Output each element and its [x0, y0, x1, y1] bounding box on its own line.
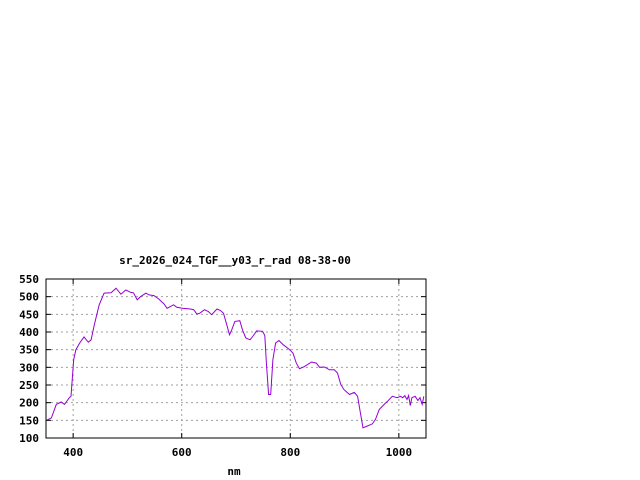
y-tick-label: 300 — [19, 361, 39, 374]
y-tick-label: 550 — [19, 273, 39, 286]
x-tick-label: 1000 — [386, 446, 413, 459]
x-axis-label: nm — [227, 465, 241, 478]
plot-border — [45, 278, 427, 439]
y-axis: 100 150 200 250 300 350 400 450 500 550 — [19, 273, 426, 445]
chart-title: sr_2026_024_TGF__y03_r_rad 08-38-00 — [119, 254, 351, 267]
y-tick-label: 450 — [19, 308, 39, 321]
y-tick-label: 400 — [19, 326, 39, 339]
y-tick-label: 150 — [19, 414, 39, 427]
x-tick-label: 800 — [280, 446, 300, 459]
x-tick-label: 400 — [63, 446, 83, 459]
y-tick-label: 200 — [19, 397, 39, 410]
x-axis: 400 600 800 1000 — [63, 279, 412, 459]
series-line — [46, 287, 425, 429]
y-tick-label: 350 — [19, 344, 39, 357]
y-tick-label: 250 — [19, 379, 39, 392]
x-tick-label: 600 — [172, 446, 192, 459]
grid — [46, 279, 426, 438]
y-tick-label: 100 — [19, 432, 39, 445]
y-tick-label: 500 — [19, 291, 39, 304]
